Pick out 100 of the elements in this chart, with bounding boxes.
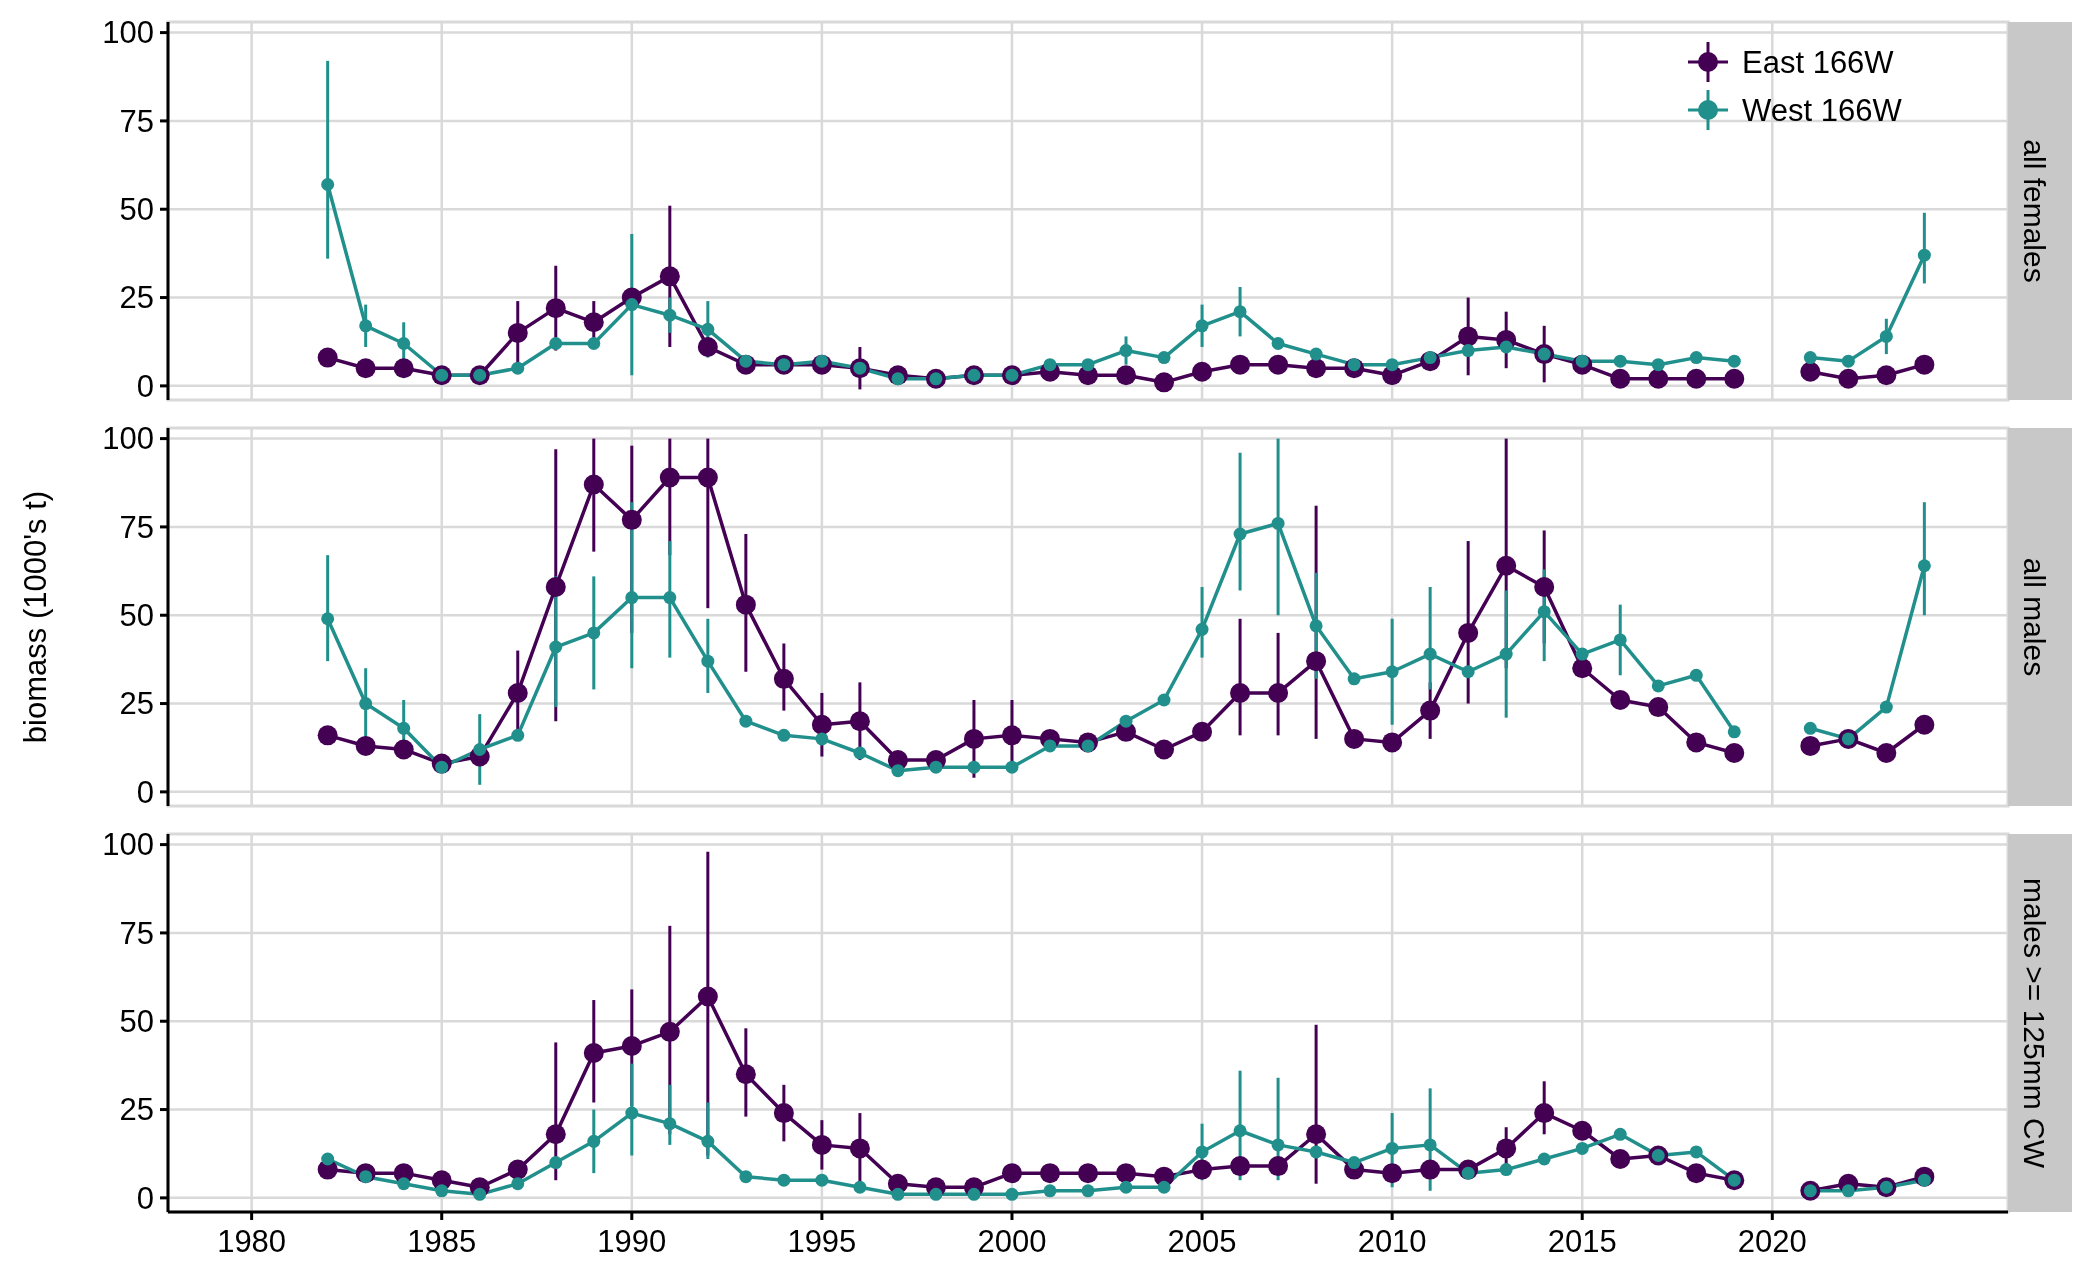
point (1347, 1156, 1361, 1170)
point (1572, 1120, 1593, 1141)
point (355, 735, 376, 756)
x-tick-label: 2000 (977, 1224, 1047, 1259)
point (1879, 700, 1893, 714)
point (359, 697, 373, 711)
point (1689, 1145, 1703, 1159)
point (583, 312, 604, 333)
point (1195, 1145, 1209, 1159)
point (549, 640, 563, 654)
point (1230, 1156, 1251, 1177)
point (321, 178, 335, 192)
point (777, 728, 791, 742)
point (1081, 358, 1095, 372)
point (701, 654, 715, 668)
point (811, 1134, 832, 1155)
point (1610, 1149, 1631, 1170)
y-tick-label: 100 (102, 15, 154, 51)
point (773, 1103, 794, 1124)
point (583, 474, 604, 495)
point (359, 319, 373, 333)
point (1800, 735, 1821, 756)
point (1499, 1163, 1513, 1177)
point (739, 714, 753, 728)
text: all males (2017, 557, 2051, 677)
point (393, 739, 414, 760)
point (1306, 358, 1327, 379)
point (435, 1184, 449, 1198)
point (1116, 1163, 1137, 1184)
y-tick-label: 25 (119, 280, 154, 316)
point (1119, 1180, 1133, 1194)
point (1423, 1138, 1437, 1152)
point (355, 358, 376, 379)
point (659, 467, 680, 488)
point (587, 336, 601, 350)
point (1613, 354, 1627, 368)
y-tick-label: 0 (136, 774, 154, 810)
point (929, 760, 943, 774)
legend-label: West 166W (1742, 92, 1903, 128)
point (1496, 1138, 1517, 1159)
x-tick-label: 1995 (787, 1224, 857, 1259)
point (1157, 693, 1171, 707)
point (1724, 368, 1745, 389)
point (1382, 1163, 1403, 1184)
point (1537, 1152, 1551, 1166)
point (587, 626, 601, 640)
point (663, 591, 677, 605)
y-tick-label: 75 (119, 103, 154, 139)
point (1689, 668, 1703, 682)
point (891, 764, 905, 778)
point (1230, 682, 1251, 703)
point (1572, 658, 1593, 679)
y-tick-label: 0 (136, 1180, 154, 1216)
point (1686, 1163, 1707, 1184)
point (511, 1177, 525, 1191)
point (1803, 721, 1817, 735)
point (1271, 1138, 1285, 1152)
point (549, 1156, 563, 1170)
point (1382, 732, 1403, 753)
point (1575, 647, 1589, 661)
y-tick-label: 50 (119, 1004, 154, 1040)
point (1423, 647, 1437, 661)
point (659, 266, 680, 287)
y-tick-label: 25 (119, 1092, 154, 1128)
point (1575, 1141, 1589, 1155)
x-tick-label: 2010 (1357, 1224, 1427, 1259)
point (1686, 368, 1707, 389)
point (1195, 622, 1209, 636)
point (473, 742, 487, 756)
y-tick-label: 0 (136, 368, 154, 404)
point (507, 682, 528, 703)
point (1648, 368, 1669, 389)
point (815, 732, 829, 746)
point (929, 1187, 943, 1201)
point (1001, 1163, 1022, 1184)
y-axis-title: biomass (1000's t) (18, 490, 53, 744)
point (317, 347, 338, 368)
point (1347, 672, 1361, 686)
x-tick-label: 1990 (597, 1224, 667, 1259)
point (1309, 619, 1323, 633)
point (1648, 697, 1669, 718)
point (1651, 358, 1665, 372)
point (1192, 1159, 1213, 1180)
point (1803, 351, 1817, 365)
y-tick-label: 25 (119, 686, 154, 722)
point (849, 711, 870, 732)
point (1499, 340, 1513, 354)
point (507, 322, 528, 343)
text: all females (2017, 139, 2051, 283)
point (321, 612, 335, 626)
point (1306, 651, 1327, 672)
point (1157, 1180, 1171, 1194)
point (735, 1064, 756, 1085)
point (1039, 1163, 1060, 1184)
point (1613, 633, 1627, 647)
point (853, 746, 867, 760)
point (397, 336, 411, 350)
point (1309, 347, 1323, 361)
point (397, 721, 411, 735)
point (777, 1173, 791, 1187)
